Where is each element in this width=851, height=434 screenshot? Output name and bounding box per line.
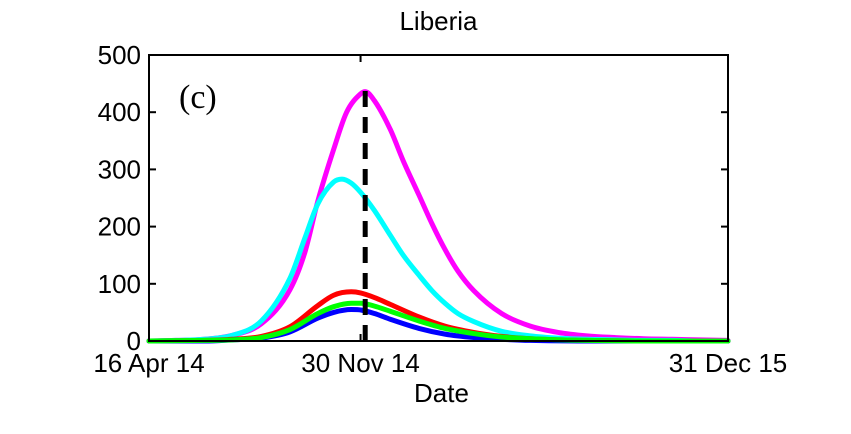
x-tick-label: 16 Apr 14 [93,348,204,378]
y-tick-label: 0 [127,326,141,356]
y-tick-label: 400 [98,97,141,127]
series-line-1 [146,89,731,344]
x-axis-label: Date [414,378,469,408]
series-line-2 [146,176,731,344]
series-line-5 [146,300,731,344]
y-tick-label: 200 [98,212,141,242]
chart-title: Liberia [399,6,478,36]
y-tick-label: 300 [98,154,141,184]
series-layer [146,89,731,344]
y-tick-label: 100 [98,269,141,299]
y-tick-label: 500 [98,40,141,70]
plot-frame [148,54,729,342]
panel-label: (c) [179,79,217,116]
ticks-layer: 0 100 200 300 400 500 16 Apr 14 30 Nov 14 31 Dec… [93,40,787,378]
x-tick-label: 31 Dec 15 [669,348,788,378]
x-tick-label: 30 Nov 14 [301,348,420,378]
